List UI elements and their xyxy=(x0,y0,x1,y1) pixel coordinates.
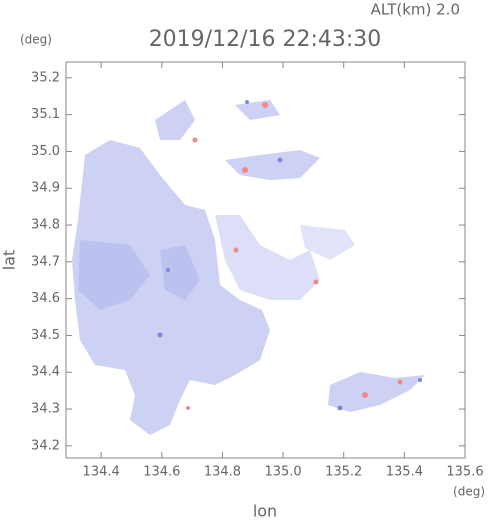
y-tick-label: 34.2 xyxy=(31,438,60,453)
x-tick-label: 134.8 xyxy=(204,465,241,480)
radar-echoes xyxy=(72,100,425,435)
y-tick-label: 34.5 xyxy=(31,328,60,343)
y-tick-label: 35.2 xyxy=(31,70,60,85)
y-tick-label: 35.0 xyxy=(31,144,60,159)
x-tick-label: 135.4 xyxy=(386,465,423,480)
y-unit: (deg) xyxy=(20,33,52,47)
x-unit: (deg) xyxy=(453,485,485,499)
y-tick-label: 34.6 xyxy=(31,291,60,306)
altitude-label: ALT(km) 2.0 xyxy=(371,1,460,19)
x-tick-label: 135.0 xyxy=(264,465,301,480)
y-tick-label: 34.4 xyxy=(31,365,60,380)
y-tick-label: 35.1 xyxy=(31,107,60,122)
y-tick-label: 34.7 xyxy=(31,254,60,269)
x-axis-label: lon xyxy=(253,502,277,521)
plot-frame xyxy=(65,61,466,459)
x-tick-label: 134.4 xyxy=(83,465,120,480)
x-tick-label: 135.2 xyxy=(325,465,362,480)
x-tick-label: 134.6 xyxy=(143,465,180,480)
chart-title: 2019/12/16 22:43:30 xyxy=(149,27,382,52)
y-axis-label: lat xyxy=(0,250,19,271)
y-tick-label: 34.9 xyxy=(31,181,60,196)
y-tick-label: 34.8 xyxy=(31,218,60,233)
y-tick-label: 34.3 xyxy=(31,402,60,417)
x-tick-label: 135.6 xyxy=(446,465,483,480)
